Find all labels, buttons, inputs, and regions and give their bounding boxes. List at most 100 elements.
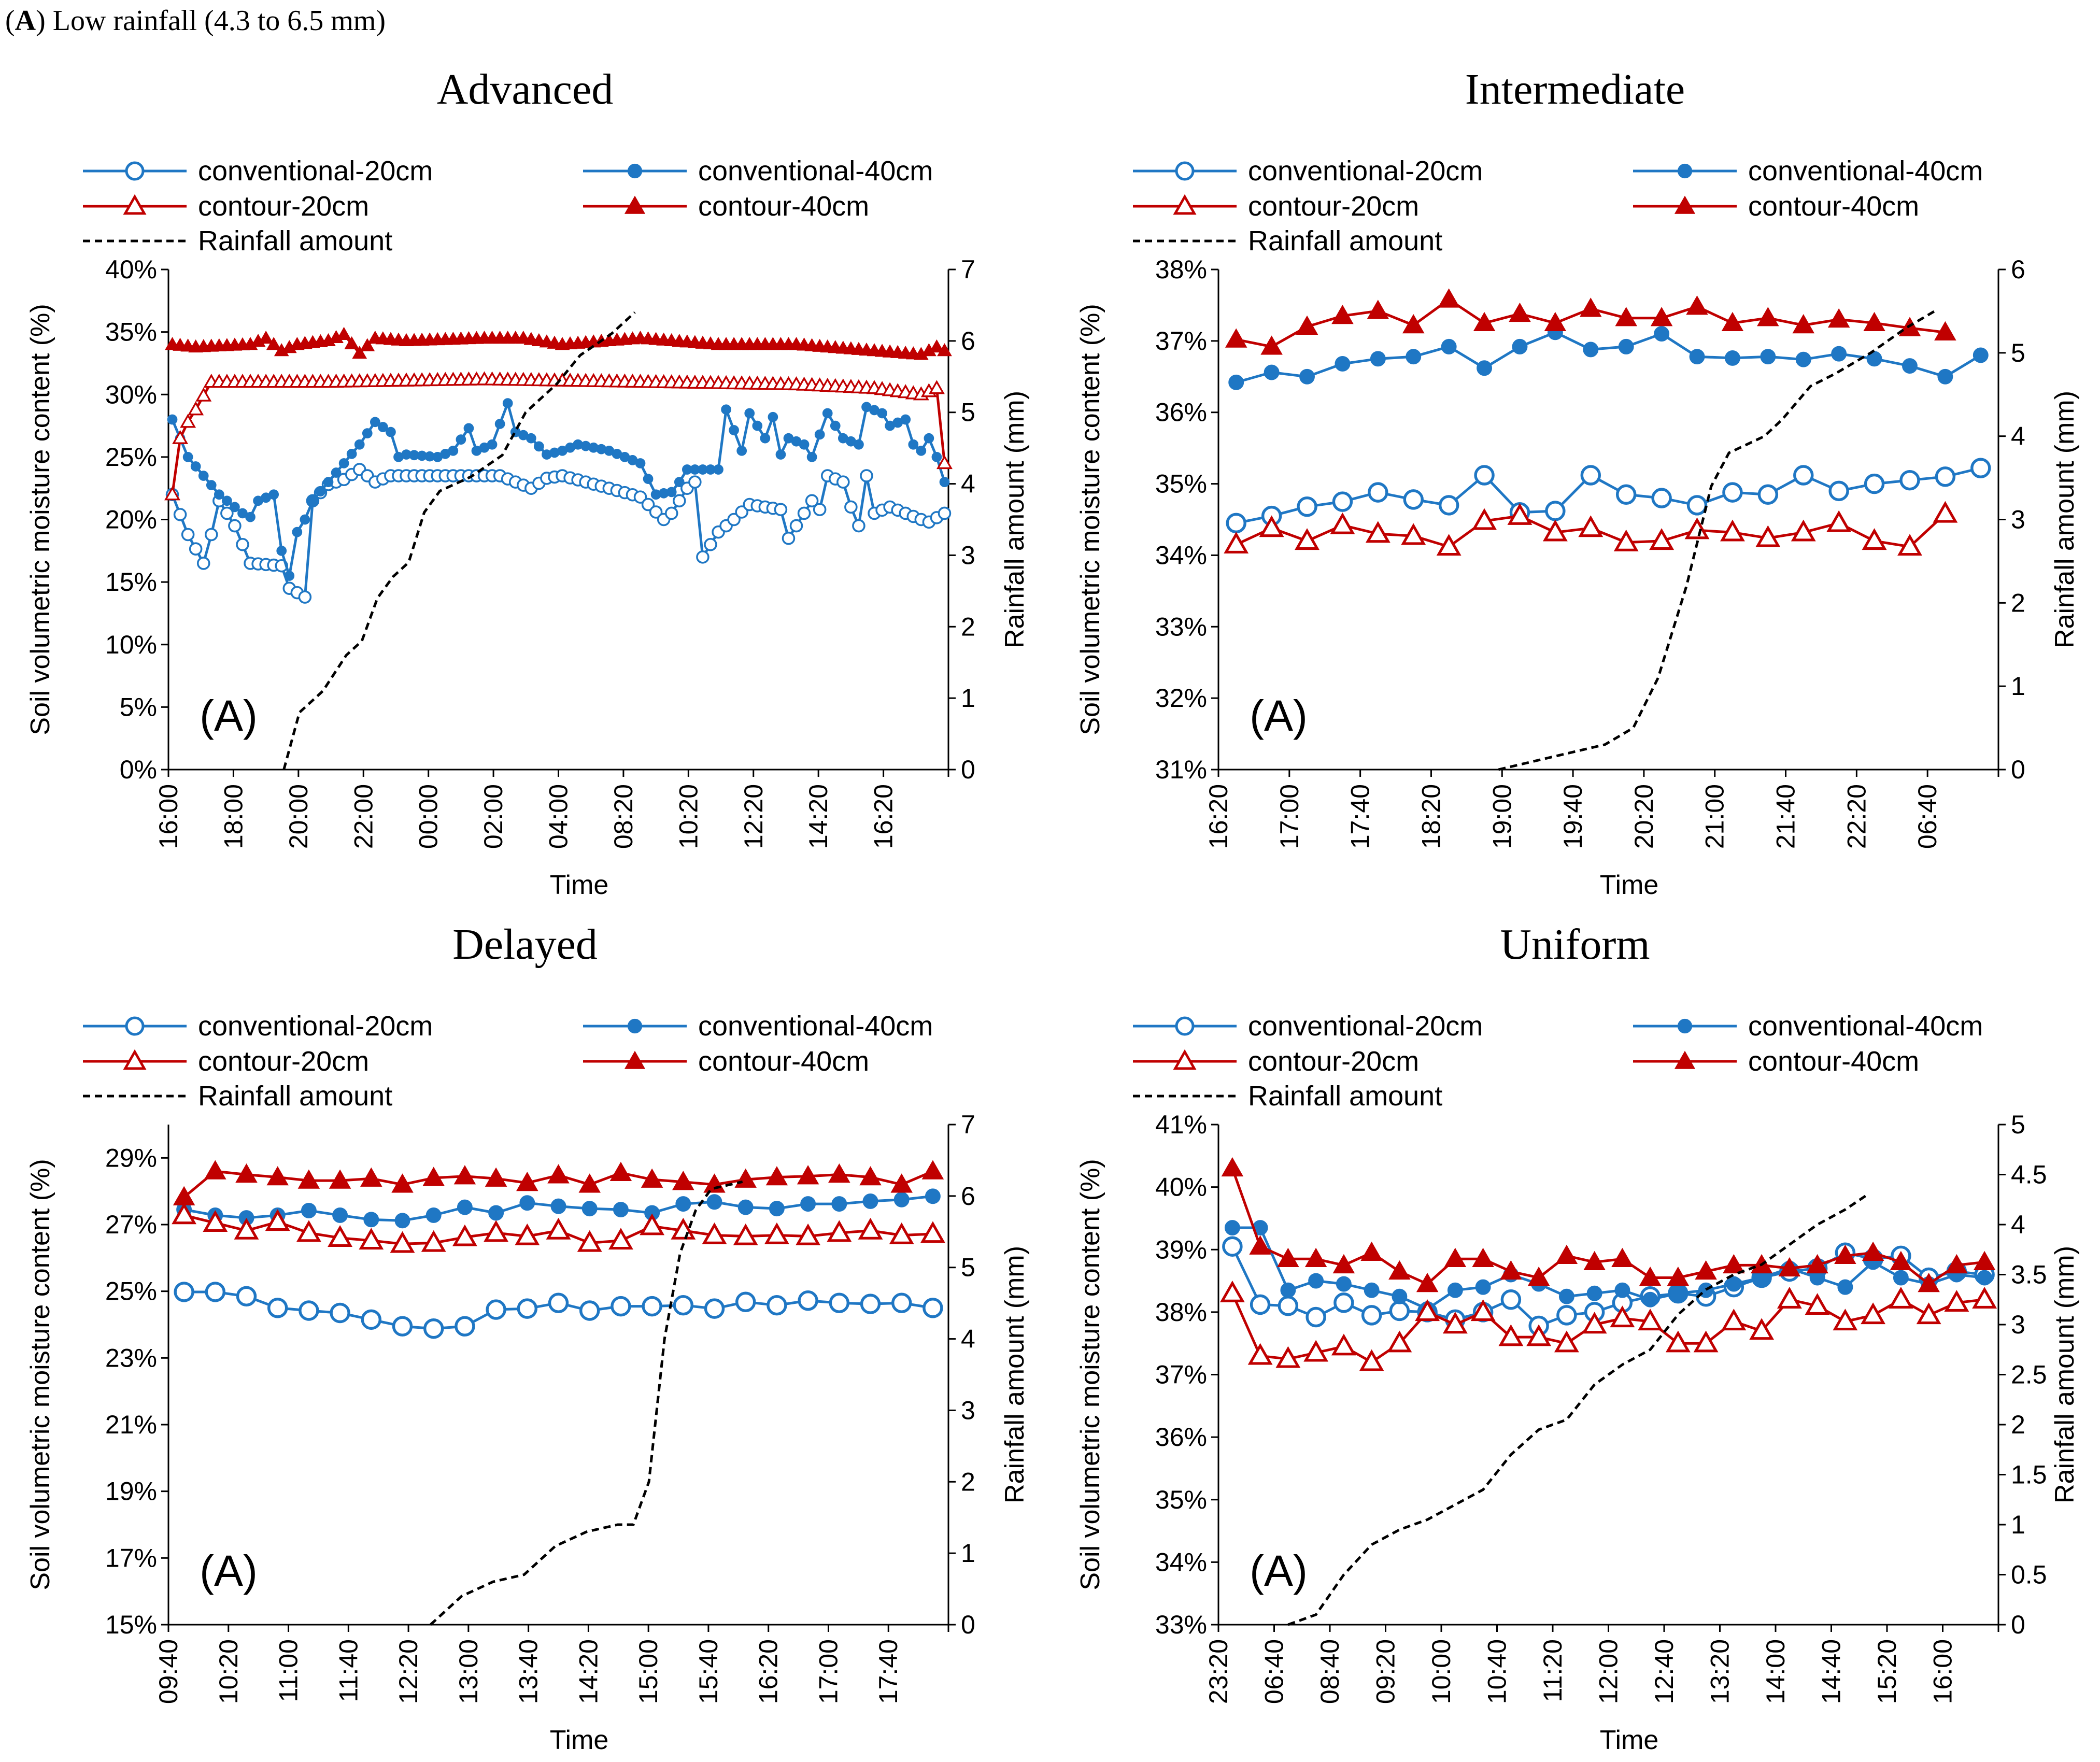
data-point bbox=[1360, 1241, 1383, 1261]
data-point bbox=[204, 1160, 226, 1180]
data-point bbox=[1973, 1251, 1996, 1271]
data-point bbox=[891, 1292, 912, 1313]
data-point bbox=[1295, 528, 1319, 550]
x-tick-label: 17:00 bbox=[814, 1639, 843, 1704]
data-point bbox=[579, 1300, 600, 1321]
x-tick-label: 19:40 bbox=[1558, 784, 1587, 849]
data-point bbox=[546, 1217, 571, 1240]
data-point bbox=[752, 420, 763, 431]
data-point bbox=[167, 414, 178, 425]
legend-label: contour-20cm bbox=[1248, 1046, 1419, 1077]
data-point bbox=[578, 1173, 601, 1193]
data-point bbox=[1401, 523, 1426, 545]
y-tick-label: 30% bbox=[105, 380, 157, 409]
data-point bbox=[672, 1171, 694, 1190]
x-tick-label: 10:20 bbox=[214, 1639, 243, 1704]
data-point bbox=[502, 398, 513, 408]
data-point bbox=[1225, 328, 1247, 348]
data-point bbox=[484, 1220, 509, 1242]
x-axis-label: Time bbox=[1600, 870, 1659, 900]
data-point bbox=[733, 1223, 758, 1245]
x-tick-label: 23:20 bbox=[1204, 1639, 1233, 1704]
data-point bbox=[797, 1165, 819, 1185]
y2-tick-label: 3 bbox=[961, 541, 975, 570]
data-point bbox=[921, 1160, 944, 1180]
data-point bbox=[649, 505, 663, 519]
data-point bbox=[1512, 338, 1528, 354]
data-point bbox=[1224, 532, 1249, 553]
data-point bbox=[1615, 307, 1637, 326]
legend-item-rainfall: Rainfall amount bbox=[83, 1081, 392, 1112]
data-point bbox=[1247, 1343, 1273, 1365]
data-point bbox=[1416, 1273, 1439, 1292]
data-point bbox=[266, 1166, 289, 1186]
data-point bbox=[1498, 1324, 1524, 1346]
chart-title: Advanced bbox=[437, 65, 614, 113]
data-point bbox=[1526, 1324, 1552, 1346]
data-point bbox=[877, 408, 887, 419]
series-contour-20 bbox=[172, 1202, 945, 1253]
data-point bbox=[1361, 1305, 1382, 1326]
legend-marker bbox=[1677, 163, 1693, 179]
y2-axis-label: Rainfall amount (mm) bbox=[2050, 1246, 2080, 1503]
y2-tick-label: 4 bbox=[961, 1325, 975, 1354]
data-point bbox=[1228, 374, 1244, 390]
data-point bbox=[457, 1199, 473, 1215]
legend-item-rainfall: Rainfall amount bbox=[83, 225, 392, 257]
data-point bbox=[1861, 1302, 1886, 1325]
data-point bbox=[188, 401, 204, 416]
data-point bbox=[362, 428, 373, 438]
data-point bbox=[696, 550, 710, 564]
y2-tick-label: 3 bbox=[961, 1396, 975, 1425]
panel-annotation: (A) bbox=[200, 691, 258, 740]
data-point bbox=[1649, 528, 1675, 550]
data-point bbox=[1726, 1276, 1742, 1292]
data-point bbox=[453, 1165, 476, 1185]
data-point bbox=[1336, 1276, 1352, 1292]
data-point bbox=[789, 519, 803, 533]
x-tick-label: 15:40 bbox=[694, 1639, 723, 1704]
data-point bbox=[236, 1286, 257, 1307]
data-point bbox=[1333, 1292, 1354, 1313]
data-point bbox=[799, 439, 810, 450]
y-tick-label: 33% bbox=[1155, 612, 1207, 641]
legend-label: Rainfall amount bbox=[198, 1081, 392, 1112]
data-point bbox=[1897, 534, 1922, 556]
series-contour-40 bbox=[1221, 1157, 1996, 1292]
data-point bbox=[1777, 1287, 1802, 1309]
y2-tick-label: 2 bbox=[2011, 1410, 2025, 1439]
data-point bbox=[1402, 314, 1425, 334]
data-point bbox=[1944, 1290, 1969, 1312]
data-point bbox=[641, 1168, 663, 1188]
data-point bbox=[1264, 364, 1280, 380]
data-point bbox=[268, 489, 279, 500]
y-tick-label: 34% bbox=[1155, 1547, 1207, 1576]
y-tick-label: 37% bbox=[1155, 1360, 1207, 1389]
x-tick-label: 14:40 bbox=[1817, 1639, 1846, 1704]
legend-label: conventional-20cm bbox=[1248, 1011, 1483, 1042]
y-tick-label: 32% bbox=[1155, 684, 1207, 713]
data-point bbox=[180, 414, 196, 428]
data-point bbox=[1826, 510, 1852, 532]
y2-tick-label: 1.5 bbox=[2011, 1460, 2047, 1489]
data-point bbox=[1723, 1254, 1745, 1274]
data-point bbox=[611, 1296, 631, 1317]
legend-label: contour-20cm bbox=[198, 191, 369, 222]
data-point bbox=[729, 425, 739, 435]
x-tick-label: 16:20 bbox=[869, 784, 898, 849]
data-point bbox=[1654, 326, 1670, 342]
data-point bbox=[908, 439, 919, 450]
data-point bbox=[1308, 1273, 1324, 1289]
y2-tick-label: 7 bbox=[961, 1110, 975, 1139]
data-point bbox=[1296, 315, 1318, 335]
x-axis-label: Time bbox=[550, 1725, 609, 1755]
data-point bbox=[920, 1221, 945, 1243]
data-point bbox=[196, 557, 210, 570]
data-point bbox=[642, 1296, 662, 1317]
data-point bbox=[332, 1207, 348, 1223]
data-point bbox=[831, 1196, 847, 1212]
legend-label: conventional-20cm bbox=[1248, 155, 1483, 187]
series-conventional-20 bbox=[1226, 458, 1991, 534]
data-point bbox=[1580, 297, 1602, 317]
data-point bbox=[1899, 470, 1920, 491]
